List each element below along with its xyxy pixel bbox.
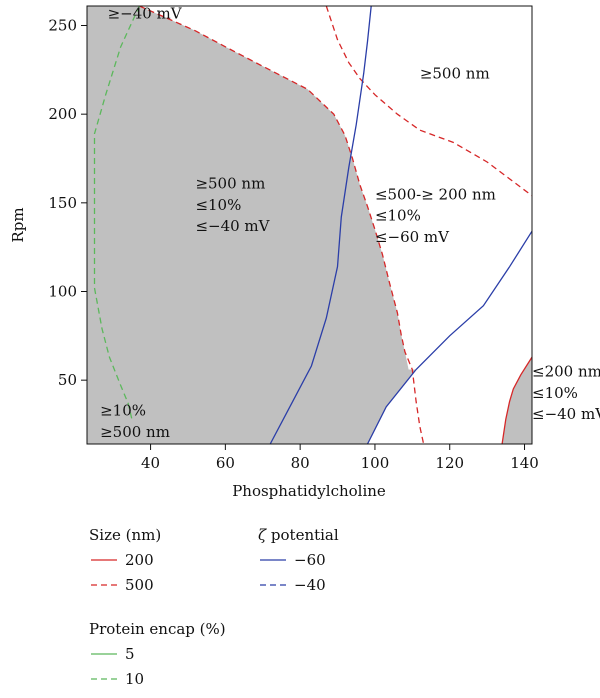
x-tick-label: 120: [435, 454, 464, 472]
feasible-region-lower-right: [367, 231, 532, 444]
region-annotation-10: ≥500 nm: [100, 423, 170, 441]
legend: Size (nm) 200 500 ζ potential −60 −40 Protein …: [89, 526, 339, 688]
legend-label: −40: [294, 576, 326, 594]
legend-label: 10: [125, 670, 144, 688]
feasible-regions: [139, 6, 532, 444]
y-tick-label: 150: [48, 194, 77, 212]
contour-line-1: [501, 356, 532, 444]
region-annotation-3: ≥500 nm: [195, 175, 265, 193]
legend-label: 500: [125, 576, 154, 594]
x-tick-label: 40: [141, 454, 160, 472]
legend-label: −60: [294, 551, 326, 569]
x-axis-label: Phosphatidylcholine: [232, 482, 386, 500]
region-annotation-8: ≤−60 mV: [375, 228, 450, 246]
y-tick-label: 50: [58, 371, 77, 389]
legend-title: Size (nm): [89, 526, 161, 544]
legend-title: Protein encap (%): [89, 620, 226, 638]
y-axis-label: Rpm: [9, 207, 27, 242]
x-tick-label: 80: [291, 454, 310, 472]
contour-lines: [93, 6, 532, 444]
region-annotation-6: ≤500-≥ 200 nm: [375, 185, 496, 203]
region-annotation-9: ≥10%: [100, 402, 146, 420]
y-tick-label: 100: [48, 282, 77, 300]
y-axis-ticks: 50 100 150 200 250: [48, 17, 87, 389]
feasible-region-3: [322, 6, 387, 84]
region-annotation-4: ≤10%: [195, 196, 241, 214]
region-annotations: ≥−40 mV ≥500 nm ≥500 nm ≤10% ≤−40 mV ≤500-≥ 2…: [100, 4, 600, 440]
region-annotation-7: ≤10%: [375, 207, 421, 225]
y-tick-label: 250: [48, 17, 77, 35]
region-annotation-11: ≤200 nm: [532, 363, 600, 381]
legend-title: ζ potential: [258, 526, 339, 544]
feasible-region-1: [139, 6, 532, 370]
contour-line-3: [325, 6, 532, 197]
contour-line-4: [269, 6, 372, 444]
x-axis-ticks: 40 60 80 100 120 140: [141, 444, 539, 472]
region-annotation-2: ≥500 nm: [420, 65, 490, 83]
x-tick-label: 140: [510, 454, 539, 472]
x-tick-label: 60: [216, 454, 235, 472]
x-tick-label: 100: [361, 454, 390, 472]
region-annotation-1: ≥−40 mV: [108, 4, 183, 22]
contour-line-2: [139, 6, 425, 444]
region-annotation-5: ≤−40 mV: [195, 217, 270, 235]
region-annotation-12: ≤10%: [532, 384, 578, 402]
y-tick-label: 200: [48, 105, 77, 123]
feasible-region-2: [266, 6, 357, 145]
contour-line-5: [366, 230, 532, 444]
infeasible-region-corner: [502, 357, 532, 444]
region-annotation-13: ≤−40 mV: [532, 405, 600, 423]
plot-frame: [86, 5, 533, 445]
contour-line-6: [93, 6, 140, 420]
legend-label: 200: [125, 551, 154, 569]
legend-label: 5: [125, 645, 135, 663]
